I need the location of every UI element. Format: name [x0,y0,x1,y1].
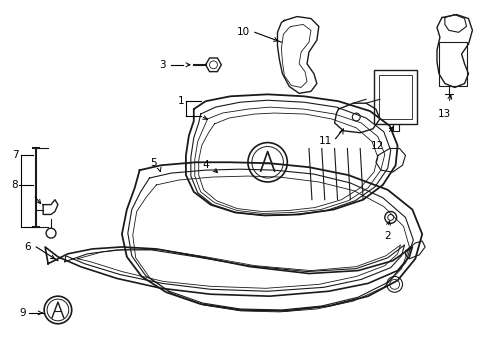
Text: 9: 9 [20,308,26,318]
Text: 6: 6 [25,242,31,252]
Text: 1: 1 [177,96,183,106]
Text: 13: 13 [437,109,450,119]
FancyBboxPatch shape [378,75,411,119]
Text: 5: 5 [149,158,156,168]
Text: 4: 4 [202,160,208,170]
Text: 12: 12 [370,141,384,150]
Text: 7: 7 [12,150,19,161]
Text: 3: 3 [159,60,166,70]
Text: 2: 2 [384,231,390,241]
FancyBboxPatch shape [373,70,416,124]
Text: 11: 11 [318,136,331,145]
Text: 8: 8 [11,180,18,190]
FancyBboxPatch shape [438,42,466,86]
Text: 10: 10 [236,27,249,37]
